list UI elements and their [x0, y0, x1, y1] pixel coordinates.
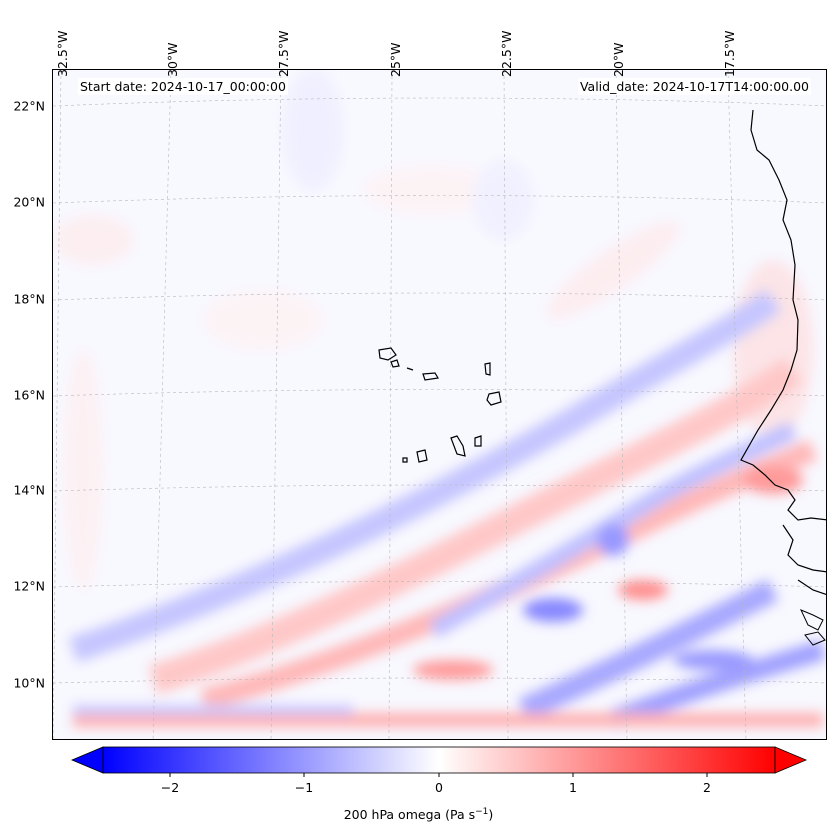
cbar-tick-1: 1 [569, 780, 577, 795]
start-date-label: Start date: 2024-10-17_00:00:00 [78, 78, 288, 95]
omega-field [53, 70, 826, 739]
cbar-tick-neg2: −2 [160, 780, 180, 795]
lat-label-18: 18°N [13, 291, 45, 307]
africa-coastline [740, 109, 826, 595]
cbar-tick-neg1: −1 [294, 780, 314, 795]
lat-label-16: 16°N [13, 387, 45, 403]
cbar-tick-0: 0 [435, 780, 443, 795]
lat-label-20: 20°N [13, 194, 45, 210]
valid-date-label: Valid_date: 2024-10-17T14:00:00.00 [577, 78, 811, 95]
cbar-tick-2: 2 [703, 780, 711, 795]
lat-label-14: 14°N [13, 482, 45, 498]
cabo-verde-islands [378, 347, 502, 463]
colorbar-label: 200 hPa omega (Pa s−1) [343, 807, 494, 823]
map-panel [52, 69, 827, 740]
lat-label-10: 10°N [13, 675, 45, 691]
lat-label-12: 12°N [13, 578, 45, 594]
lat-label-22: 22°N [13, 98, 45, 114]
